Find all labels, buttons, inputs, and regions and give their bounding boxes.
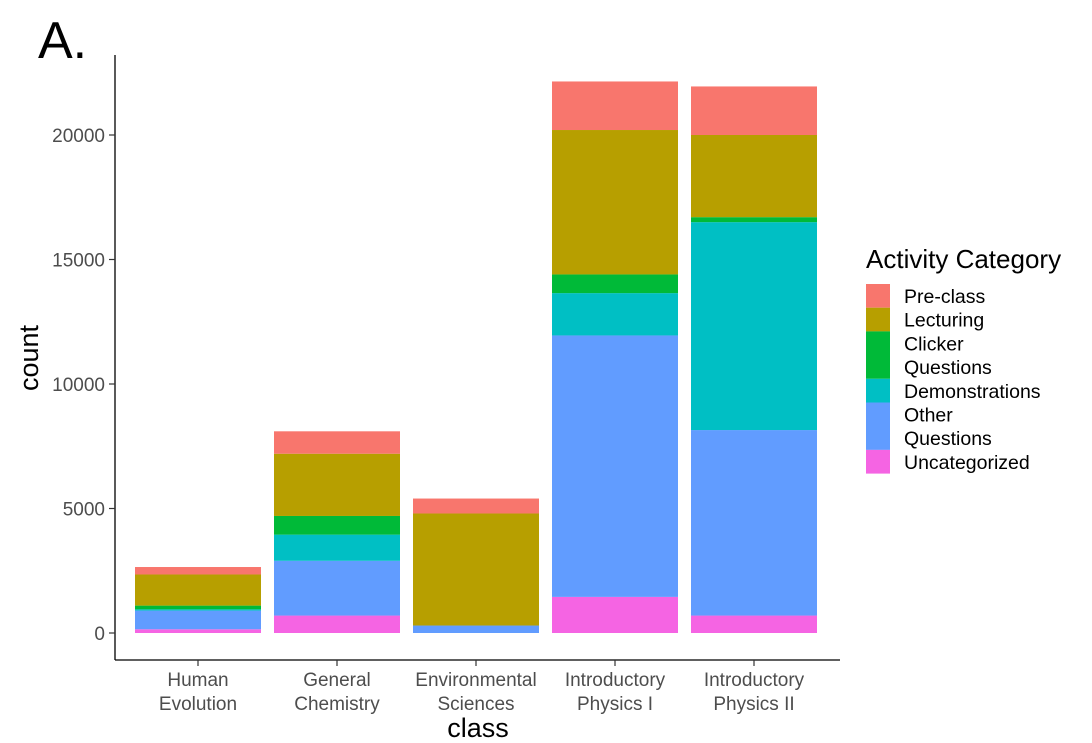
bar-segment-demonstrations bbox=[691, 222, 817, 431]
legend-key bbox=[866, 402, 890, 450]
bar-segment-uncategorized bbox=[274, 615, 400, 633]
legend-label: Questions bbox=[904, 357, 992, 379]
x-tick-label: Sciences bbox=[437, 694, 514, 715]
legend-key bbox=[866, 307, 890, 332]
legend: Activity Category Pre-classLecturingClic… bbox=[866, 244, 1061, 474]
bar-segment-clicker-questions bbox=[552, 274, 678, 294]
bar-segment-clicker-questions bbox=[274, 515, 400, 535]
legend-key bbox=[866, 331, 890, 379]
bar-segment-other-questions bbox=[413, 625, 539, 633]
bar-segment-lecturing bbox=[691, 135, 817, 218]
legend-key bbox=[866, 284, 890, 308]
bar-segment-demonstrations bbox=[135, 609, 261, 611]
x-tick-label: Evolution bbox=[159, 694, 237, 715]
y-axis: 0 5000 10000 15000 20000 bbox=[52, 55, 116, 660]
bar-segment-lecturing bbox=[274, 453, 400, 516]
bar-segment-clicker-questions bbox=[691, 217, 817, 223]
legend-label: Demonstrations bbox=[904, 381, 1041, 403]
bar-segment-lecturing bbox=[552, 130, 678, 275]
legend-key bbox=[866, 449, 890, 474]
bar-segment-pre-class bbox=[691, 86, 817, 135]
x-tick-label: Human bbox=[167, 670, 228, 691]
bar-segment-other-questions bbox=[135, 610, 261, 630]
x-tick-label: Chemistry bbox=[294, 694, 380, 715]
y-tick-label: 5000 bbox=[63, 500, 105, 521]
plot-area bbox=[135, 81, 817, 633]
y-tick-label: 20000 bbox=[52, 126, 105, 147]
x-tick-label: General bbox=[303, 670, 371, 691]
bar-segment-demonstrations bbox=[552, 293, 678, 336]
bar-segment-demonstrations bbox=[274, 534, 400, 561]
x-axis-title: class bbox=[447, 713, 509, 743]
x-axis: Human Evolution General Chemistry Environmen… bbox=[115, 659, 840, 715]
legend-key bbox=[866, 378, 890, 403]
x-tick-label: Introductory bbox=[704, 670, 805, 691]
bar-segment-uncategorized bbox=[691, 615, 817, 633]
y-tick-label: 15000 bbox=[52, 251, 105, 272]
y-tick-label: 0 bbox=[94, 624, 105, 645]
x-tick-label: Physics II bbox=[713, 694, 794, 715]
legend-label: Uncategorized bbox=[904, 452, 1030, 474]
x-tick-label: Introductory bbox=[565, 670, 666, 691]
bar-segment-other-questions bbox=[274, 560, 400, 616]
legend-label: Lecturing bbox=[904, 310, 984, 332]
bar-segment-uncategorized bbox=[135, 629, 261, 633]
bar-segment-pre-class bbox=[413, 498, 539, 514]
bar-segment-lecturing bbox=[135, 574, 261, 606]
panel-label: A. bbox=[38, 12, 87, 70]
bar-segment-pre-class bbox=[135, 567, 261, 575]
legend-label: Other bbox=[904, 405, 953, 427]
bar-segment-lecturing bbox=[413, 513, 539, 626]
y-axis-title: count bbox=[14, 324, 44, 391]
legend-label: Questions bbox=[904, 428, 992, 450]
bar-segment-other-questions bbox=[552, 335, 678, 597]
y-tick-label: 10000 bbox=[52, 375, 105, 396]
legend-label: Clicker bbox=[904, 333, 964, 355]
bar-segment-pre-class bbox=[274, 431, 400, 454]
bar-segment-uncategorized bbox=[552, 596, 678, 633]
bar-segment-pre-class bbox=[552, 81, 678, 131]
legend-title: Activity Category bbox=[866, 244, 1061, 274]
x-tick-label: Physics I bbox=[577, 694, 653, 715]
bar-segment-other-questions bbox=[691, 430, 817, 616]
x-tick-label: Environmental bbox=[415, 670, 536, 691]
legend-label: Pre-class bbox=[904, 286, 986, 308]
bar-segment-clicker-questions bbox=[135, 605, 261, 610]
